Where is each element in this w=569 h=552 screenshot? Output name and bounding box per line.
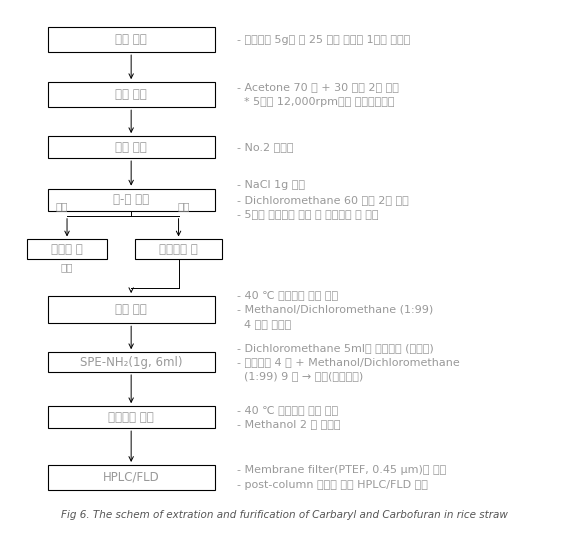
Text: 버림: 버림: [61, 262, 73, 272]
Text: 뱿짚 시료: 뱿짚 시료: [116, 33, 147, 46]
Text: 액-액 분배: 액-액 분배: [113, 193, 149, 206]
Text: - 분쇼시료 5g에 물 25 ㎡를 가하여 1시간 습윤화: - 분쇼시료 5g에 물 25 ㎡를 가하여 1시간 습윤화: [237, 35, 410, 45]
Bar: [47, 27, 215, 52]
Text: 흡인 여과: 흡인 여과: [116, 141, 147, 153]
Text: - Membrane filter(PTEF, 0.45 μm)로 여과
- post-column 반응기 부착 HPLC/FLD 사용: - Membrane filter(PTEF, 0.45 μm)로 여과 - p…: [237, 465, 446, 490]
Text: - Dichloromethane 5ml를 흘리버림 (활성화)
- 검체용액 4 ㎡ + Methanol/Dichloromethane
  (1:99): - Dichloromethane 5ml를 흘리버림 (활성화) - 검체용액…: [237, 343, 460, 381]
Text: Fig 6. The schem of extration and furification of Carbaryl and Carbofuran in ric: Fig 6. The schem of extration and furifi…: [61, 511, 508, 521]
Text: - Acetone 70 ㎡ + 30 ㎡로 2회 추출
  * 5분간 12,000rpm에서 고속마쇄추출: - Acetone 70 ㎡ + 30 ㎡로 2회 추출 * 5분간 12,00…: [237, 82, 399, 107]
Text: 용매 추출: 용매 추출: [116, 88, 147, 101]
Bar: [47, 406, 215, 428]
Bar: [27, 240, 108, 259]
Text: 상층: 상층: [55, 201, 68, 211]
Text: 감압 농축: 감압 농축: [116, 303, 147, 316]
Text: - 40 ℃ 이하에서 농축 건고
- Methanol 2 ㎡ 재용해: - 40 ℃ 이하에서 농축 건고 - Methanol 2 ㎡ 재용해: [237, 405, 341, 429]
Bar: [47, 189, 215, 210]
Text: - 40 ℃ 이하에서 농축 건고
- Methanol/Dichloromethane (1:99)
  4 ㎡에 재용해: - 40 ℃ 이하에서 농축 건고 - Methanol/Dichloromet…: [237, 290, 434, 329]
Text: - No.2 여과지: - No.2 여과지: [237, 142, 294, 152]
Bar: [47, 465, 215, 490]
Text: HPLC/FLD: HPLC/FLD: [103, 471, 159, 484]
Text: 유기용매 층: 유기용매 층: [159, 243, 198, 256]
Text: 수용액 층: 수용액 층: [51, 243, 83, 256]
Text: SPE-NH₂(1g, 6ml): SPE-NH₂(1g, 6ml): [80, 355, 183, 369]
Bar: [47, 352, 215, 372]
Bar: [47, 296, 215, 323]
Text: - NaCl 1g 첨가
- Dichloromethane 60 ㎡씩 2회 분배
- 5분간 격렘하게 진탑 후 정치하여 층 분리: - NaCl 1g 첨가 - Dichloromethane 60 ㎡씩 2회 …: [237, 180, 409, 219]
Text: 질소기류 농축: 질소기류 농축: [108, 411, 154, 424]
Bar: [135, 240, 222, 259]
Text: 하층: 하층: [178, 201, 191, 211]
Bar: [47, 136, 215, 158]
Bar: [47, 82, 215, 107]
